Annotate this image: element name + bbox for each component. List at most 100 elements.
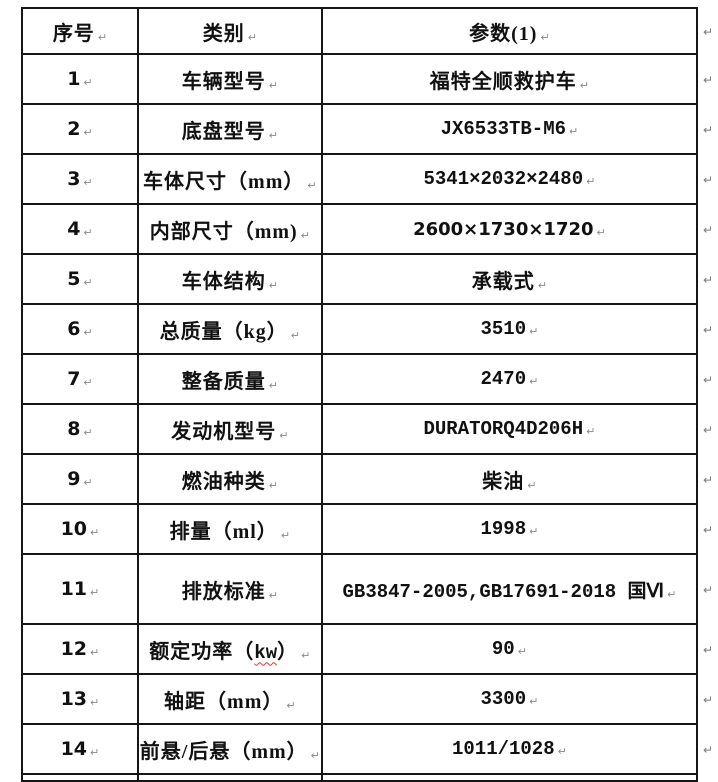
category-cell: 车体结构 ↵ [136,253,323,305]
category-cell: 整备质量 ↵ [136,353,323,405]
row-end-mark-icon: ↵ [703,583,714,597]
paragraph-mark-icon: ↵ [83,276,93,289]
table-row: 12 ↵ 额定功率（kw） ↵ 90 ↵ ↵ [21,623,717,675]
row-number-cell: 6 ↵ [21,303,139,355]
value-cell: 2470 ↵ [320,353,699,405]
row-number-cell: 4 ↵ [21,203,139,255]
row-end-mark-icon: ↵ [703,73,714,87]
paragraph-mark-icon: ↵ [286,698,296,712]
row-end-ghost-cell: ↵ [697,304,717,354]
row-end-mark-icon: ↵ [703,523,714,537]
paragraph-mark-icon: ↵ [83,476,93,489]
category-text: 额定功率（ [149,640,255,663]
paragraph-mark-icon: ↵ [90,586,100,599]
paragraph-mark-icon: ↵ [247,30,257,44]
row-number-text: 8 [67,418,81,440]
paragraph-mark-icon: ↵ [527,478,537,492]
value-cell: GB3847-2005,GB17691-2018 国Ⅵ ↵ [320,553,699,625]
header-cell-parameter: 参数(1) ↵ [320,7,699,55]
row-number-text: 7 [67,368,81,390]
row-end-mark-icon: ↵ [703,693,714,707]
paragraph-mark-icon: ↵ [529,375,539,388]
category-text: 轴距（mm） [164,690,284,713]
row-number-cell: 5 ↵ [21,253,139,305]
paragraph-mark-icon: ↵ [529,325,539,338]
paragraph-mark-icon: ↵ [279,428,289,442]
row-end-mark-icon: ↵ [703,643,714,657]
table-row: 7 ↵ 整备质量 ↵ 2470 ↵ ↵ [21,353,717,405]
paragraph-mark-icon: ↵ [301,648,311,662]
paragraph-mark-icon: ↵ [579,78,590,92]
table-row: 6 ↵ 总质量（kg） ↵ 3510 ↵ ↵ [21,303,717,355]
paragraph-mark-icon: ↵ [83,426,93,439]
value-cell: 柴油 ↵ [320,453,699,505]
category-cell: 总质量（kg） ↵ [136,303,323,355]
row-end-ghost-cell [697,774,717,781]
paragraph-mark-icon: ↵ [268,378,278,392]
value-cell: 福特全顺救护车 ↵ [320,53,699,105]
row-number-cell [21,773,139,782]
value-cell [320,773,699,782]
table-row: 3 ↵ 车体尺寸（mm） ↵ 5341×2032×2480 ↵ ↵ [21,153,717,205]
category-text: 底盘型号 [181,120,266,143]
table-row: 9 ↵ 燃油种类 ↵ 柴油 ↵ ↵ [21,453,717,505]
category-cell: 车体尺寸（mm） ↵ [136,153,323,205]
row-number-text: 12 [60,638,88,660]
paragraph-mark-icon: ↵ [90,526,100,539]
paragraph-mark-icon: ↵ [97,30,108,44]
paragraph-mark-icon: ↵ [557,745,567,758]
value-text: 90 [491,638,515,660]
table-row: 8 ↵ 发动机型号 ↵ DURATORQ4D206H ↵ ↵ [21,403,717,455]
paragraph-mark-icon: ↵ [83,326,93,339]
category-cell: 排放标准 ↵ [136,553,323,625]
row-number-text: 11 [60,578,88,600]
category-text: 前悬/后悬（mm） [139,740,308,763]
category-text: 车体结构 [181,270,266,293]
paragraph-mark-icon: ↵ [517,645,527,658]
value-text: 福特全顺救护车 [429,70,577,93]
category-cell: 底盘型号 ↵ [136,103,323,155]
category-text: 发动机型号 [171,420,277,443]
paragraph-mark-icon: ↵ [569,125,579,138]
row-number-cell: 7 ↵ [21,353,139,405]
category-cell: 前悬/后悬（mm） ↵ [136,723,323,775]
category-cell: 轴距（mm） ↵ [136,673,323,725]
category-text: 整备质量 [181,370,266,393]
category-cell: 内部尺寸（mm) ↵ [136,203,323,255]
row-number-cell: 11 ↵ [21,553,139,625]
row-end-mark-icon: ↵ [703,223,714,237]
table-row: 1 ↵ 车辆型号 ↵ 福特全顺救护车 ↵ ↵ [21,53,717,105]
paragraph-mark-icon: ↵ [586,425,596,438]
row-number-cell: 8 ↵ [21,403,139,455]
category-cell: 额定功率（kw） ↵ [136,623,323,675]
category-text-suffix: ） [277,640,299,663]
paragraph-mark-icon: ↵ [596,225,606,239]
paragraph-mark-icon: ↵ [300,228,310,242]
row-end-ghost-cell: ↵ [697,454,717,504]
paragraph-mark-icon: ↵ [540,30,550,44]
value-cell: 90 ↵ [320,623,699,675]
category-cell: 排量（ml） ↵ [136,503,323,555]
clipped-next-row [21,773,717,782]
header-cell-no: 序号 ↵ [21,7,139,55]
row-number-text: 10 [60,518,88,540]
paragraph-mark-icon: ↵ [83,176,93,189]
row-end-ghost-cell: ↵ [697,624,717,674]
row-number-text: 5 [67,268,81,290]
paragraph-mark-icon: ↵ [667,587,677,601]
row-end-ghost-cell: ↵ [697,724,717,774]
row-number-cell: 12 ↵ [21,623,139,675]
category-text: 燃油种类 [181,470,266,493]
row-end-ghost-cell: ↵ [697,104,717,154]
paragraph-mark-icon: ↵ [307,178,317,192]
paragraph-mark-icon: ↵ [268,78,278,92]
value-cell: JX6533TB-M6 ↵ [320,103,699,155]
value-cell: 3300 ↵ [320,673,699,725]
row-number-text: 9 [67,468,81,490]
paragraph-mark-icon: ↵ [90,646,100,659]
value-cell: 3510 ↵ [320,303,699,355]
paragraph-mark-icon: ↵ [83,376,93,389]
table-row: 5 ↵ 车体结构 ↵ 承载式 ↵ ↵ [21,253,717,305]
row-end-ghost-cell: ↵ [697,504,717,554]
